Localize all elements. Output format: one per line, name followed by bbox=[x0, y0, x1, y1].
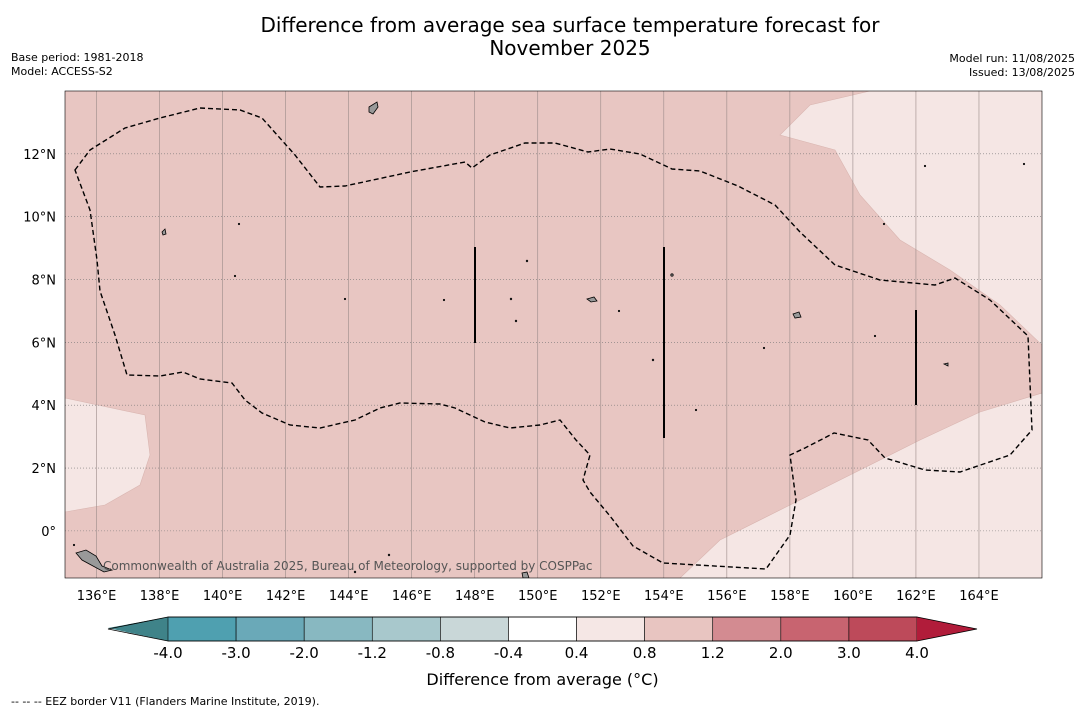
colorbar-tick-label: 4.0 bbox=[905, 644, 929, 662]
colorbar-outline bbox=[107, 616, 978, 642]
islet bbox=[237, 222, 241, 226]
island-pohnpei bbox=[792, 311, 802, 319]
islet bbox=[353, 570, 357, 574]
lon-tick-label: 158°E bbox=[770, 589, 810, 604]
colorbar-tick-label: 1.2 bbox=[701, 644, 725, 662]
colorbar-tick-label: -3.0 bbox=[221, 644, 250, 662]
anomaly-fill-secondary-west bbox=[65, 397, 151, 513]
chart-title-line2: November 2025 bbox=[489, 36, 651, 60]
colorbar-segment bbox=[644, 616, 714, 642]
colorbar-segment bbox=[576, 616, 645, 642]
colorbar-extend-high bbox=[917, 617, 977, 641]
colorbar-segment bbox=[780, 616, 850, 642]
meta-left: Base period: 1981-2018 Model: ACCESS-S2 bbox=[11, 51, 143, 79]
lon-tick-label: 142°E bbox=[266, 589, 306, 604]
lon-tick-label: 136°E bbox=[77, 589, 117, 604]
colorbar-tick-label: -0.4 bbox=[494, 644, 523, 662]
islet bbox=[509, 297, 513, 301]
lon-tick-label: 160°E bbox=[833, 589, 873, 604]
lat-tick-label: 12°N bbox=[23, 148, 56, 163]
colorbar-segment bbox=[371, 616, 441, 642]
lon-tick-label: 164°E bbox=[959, 589, 999, 604]
lon-tick-label: 162°E bbox=[896, 589, 936, 604]
islet bbox=[525, 259, 529, 263]
model-run: Model run: 11/08/2025 bbox=[949, 52, 1075, 65]
colorbar-segments bbox=[167, 616, 918, 642]
colorbar-label: Difference from average (°C) bbox=[426, 670, 659, 689]
island-guam bbox=[368, 101, 379, 115]
island-kosrae bbox=[942, 362, 949, 367]
island-chuuk bbox=[586, 296, 598, 303]
colorbar-segment bbox=[167, 616, 237, 642]
islet bbox=[670, 273, 674, 277]
colorbar-segment bbox=[235, 616, 305, 642]
islet bbox=[233, 274, 237, 278]
islet bbox=[514, 319, 518, 323]
islet bbox=[694, 408, 698, 412]
anomaly-fill-secondary-southeast bbox=[679, 392, 1042, 578]
meta-right: Model run: 11/08/2025 Issued: 13/08/2025 bbox=[949, 52, 1075, 80]
islet bbox=[762, 346, 766, 350]
chart-title-line1: Difference from average sea surface temp… bbox=[260, 13, 880, 37]
lon-tick-label: 138°E bbox=[140, 589, 180, 604]
colorbar-tick-label: -0.8 bbox=[426, 644, 455, 662]
colorbar-segment bbox=[712, 616, 782, 642]
lon-tick-label: 150°E bbox=[518, 589, 558, 604]
chart-title: Difference from average sea surface temp… bbox=[0, 14, 1085, 60]
lon-tick-label: 152°E bbox=[581, 589, 621, 604]
island-png-north bbox=[75, 549, 114, 573]
colorbar-segment bbox=[303, 616, 373, 642]
longitude-tick-labels: 136°E 138°E 140°E 142°E 144°E 146°E 148°E 150°E… bbox=[77, 589, 999, 604]
map-panel: Commonwealth of Australia 2025, Bureau o… bbox=[65, 91, 1042, 578]
lon-tick-label: 156°E bbox=[707, 589, 747, 604]
colorbar-extend-low bbox=[108, 617, 168, 641]
latitude-tick-labels: 12°N 10°N 8°N 6°N 4°N 2°N 0° bbox=[23, 148, 56, 540]
lat-tick-label: 0° bbox=[41, 525, 56, 540]
colorbar: -4.0 -3.0 -2.0 -1.2 -0.8 -0.4 0.4 0.8 1.2 2.0 3.0 4… bbox=[107, 616, 978, 662]
lon-tick-label: 140°E bbox=[203, 589, 243, 604]
lon-tick-label: 144°E bbox=[329, 589, 369, 604]
island-bougainville-frag bbox=[521, 571, 530, 578]
islet bbox=[343, 297, 347, 301]
copyright-text: Commonwealth of Australia 2025, Bureau o… bbox=[103, 559, 593, 573]
colorbar-tick-label: -2.0 bbox=[290, 644, 319, 662]
islet bbox=[882, 222, 886, 226]
colorbar-tick-label: -4.0 bbox=[153, 644, 182, 662]
base-period: Base period: 1981-2018 bbox=[11, 51, 144, 64]
islet bbox=[617, 309, 621, 313]
islet bbox=[1022, 162, 1026, 166]
lon-tick-label: 148°E bbox=[455, 589, 495, 604]
lon-tick-label: 146°E bbox=[392, 589, 432, 604]
islands bbox=[72, 101, 1026, 578]
lat-tick-label: 8°N bbox=[32, 274, 57, 289]
map-frame bbox=[64, 90, 1043, 579]
lon-tick-label: 154°E bbox=[644, 589, 684, 604]
eez-footnote: -- -- -- EEZ border V11 (Flanders Marine… bbox=[11, 695, 320, 708]
colorbar-tick-labels: -4.0 -3.0 -2.0 -1.2 -0.8 -0.4 0.4 0.8 1.2 2.0 3.0 4… bbox=[153, 644, 929, 662]
colorbar-tick-label: 0.8 bbox=[633, 644, 657, 662]
lat-tick-label: 2°N bbox=[32, 462, 57, 477]
lat-tick-label: 4°N bbox=[32, 399, 57, 414]
colorbar-tick-label: -1.2 bbox=[358, 644, 387, 662]
islet bbox=[442, 298, 446, 302]
model-name: Model: ACCESS-S2 bbox=[11, 65, 113, 78]
islet bbox=[873, 334, 877, 338]
islet bbox=[651, 358, 655, 362]
islet bbox=[923, 164, 927, 168]
lat-tick-label: 10°N bbox=[23, 211, 56, 226]
colorbar-segment bbox=[440, 616, 509, 642]
colorbar-segment bbox=[848, 616, 918, 642]
colorbar-tick-label: 0.4 bbox=[565, 644, 589, 662]
issued-date: Issued: 13/08/2025 bbox=[968, 66, 1075, 79]
islet bbox=[72, 543, 76, 547]
colorbar-tick-label: 3.0 bbox=[837, 644, 861, 662]
eez-border-north bbox=[74, 107, 1033, 570]
lat-tick-label: 6°N bbox=[32, 336, 57, 351]
colorbar-segment bbox=[508, 616, 577, 642]
island-yap bbox=[161, 228, 167, 236]
colorbar-tick-label: 2.0 bbox=[769, 644, 793, 662]
islet bbox=[387, 553, 391, 557]
